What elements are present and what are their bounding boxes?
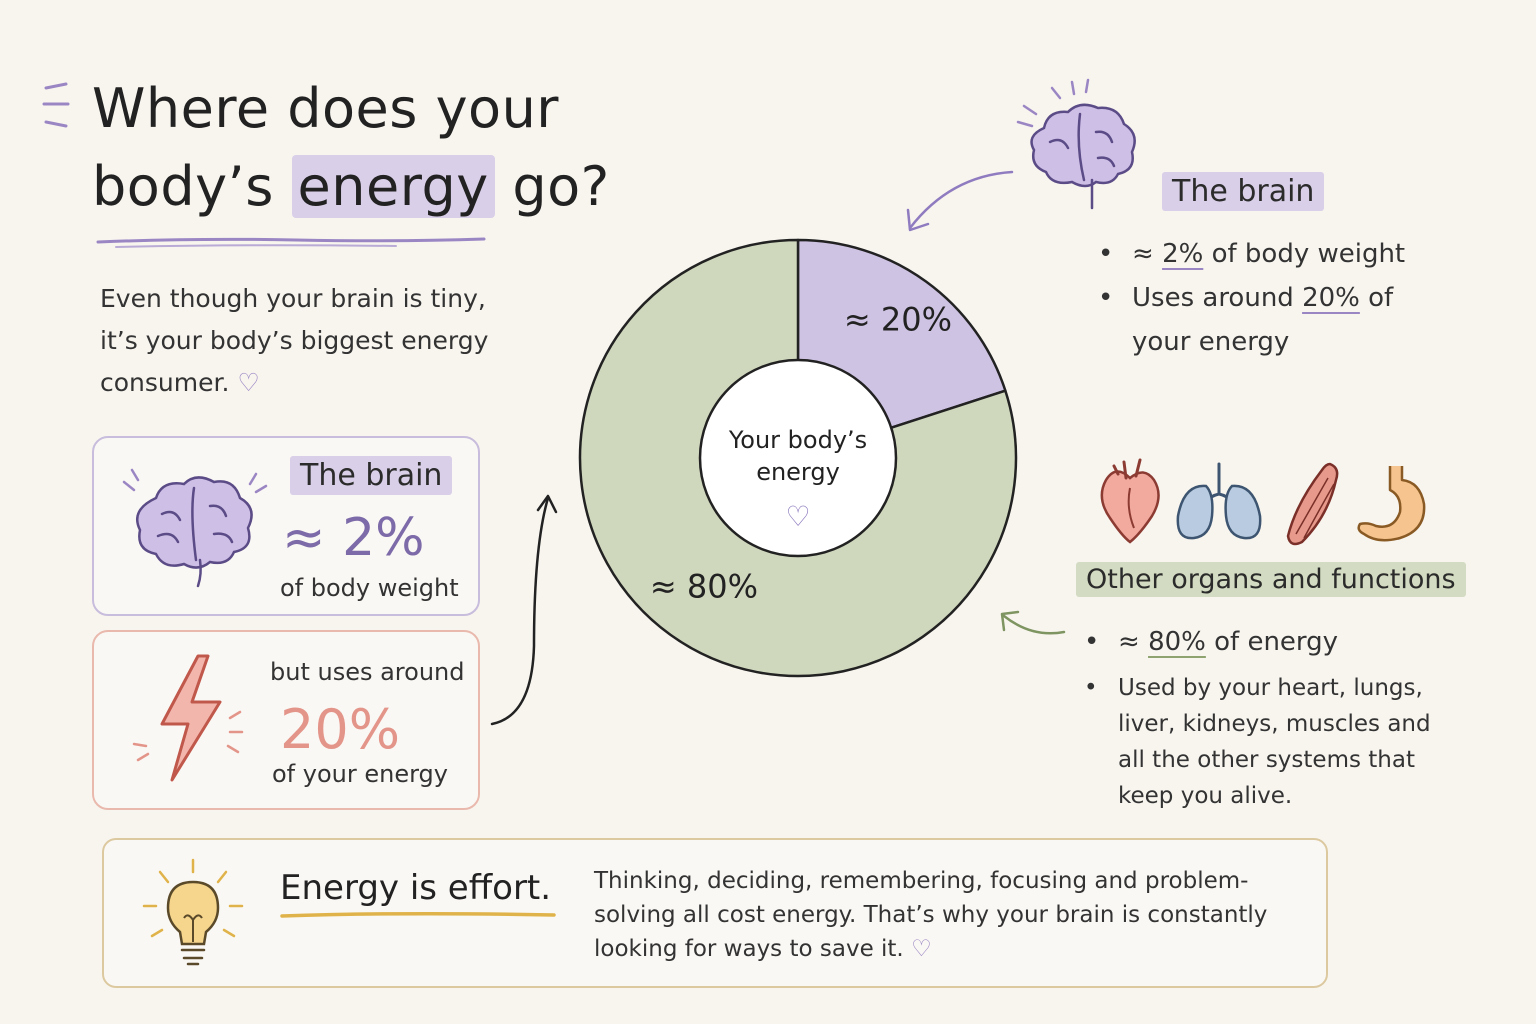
brain-card-value: ≈ 2% — [282, 508, 425, 568]
heart-icon: ♡ — [911, 936, 932, 962]
bullet-prefix: Uses around — [1132, 283, 1294, 313]
right-brain-bullets: ≈ 2% of body weight Uses around 20% of y… — [1098, 232, 1438, 364]
brain-card-subtitle: of body weight — [280, 574, 459, 602]
donut-svg: Your body’s energy ♡ ≈ 20% ≈ 80% — [578, 238, 1018, 678]
lightbulb-icon — [142, 858, 244, 966]
center-label-line1: Your body’s — [728, 426, 867, 454]
energy-card-subtitle: of your energy — [272, 760, 448, 788]
bullet-text: Used by your heart, lungs, liver, kidney… — [1118, 675, 1431, 809]
list-item: Used by your heart, lungs, liver, kidney… — [1084, 670, 1464, 814]
energy-card-value: 20% — [280, 698, 401, 761]
arrow-to-brain-slice — [906, 170, 1014, 232]
brain-icon — [122, 468, 268, 588]
arrow-to-chart — [490, 494, 558, 726]
title-underline — [96, 237, 486, 248]
title-decoration — [42, 82, 70, 128]
bullet-value: 80% — [1148, 627, 1206, 657]
right-brain-title: The brain — [1162, 172, 1325, 211]
energy-card-pretext: but uses around — [270, 658, 465, 686]
heart-icon: ♡ — [237, 368, 260, 397]
footer-heading: Energy is effort. — [280, 868, 552, 908]
footer-paragraph: Thinking, deciding, remembering, focusin… — [594, 868, 1268, 962]
lungs-icon — [1176, 462, 1262, 540]
footer-heading-underline — [280, 911, 556, 918]
lightning-icon — [132, 654, 244, 782]
donut-center-hole — [698, 358, 898, 558]
page-title: Where does your body’s energy go? — [92, 70, 612, 226]
muscle-icon — [1286, 462, 1339, 546]
title-line-1: Where does your — [92, 77, 560, 140]
intro-paragraph: Even though your brain is tiny, it’s you… — [100, 284, 489, 397]
center-heart-icon: ♡ — [785, 500, 810, 533]
brain-icon-small — [1016, 78, 1136, 210]
intro-text: Even though your brain is tiny, it’s you… — [100, 278, 520, 404]
bullet-value: 2% — [1162, 239, 1204, 269]
bullet-prefix: ≈ — [1118, 627, 1140, 657]
bullet-text: of your energy — [1132, 283, 1394, 357]
footer-callout: Energy is effort. Thinking, deciding, re… — [102, 838, 1328, 988]
brain-card-title: The brain — [290, 456, 453, 495]
center-label-line2: energy — [756, 458, 840, 486]
brain-energy-card: but uses around 20% of your energy — [92, 630, 480, 810]
list-item: ≈ 2% of body weight — [1098, 232, 1438, 276]
footer-text: Thinking, deciding, remembering, focusin… — [594, 864, 1284, 966]
title-line-2: body’s energy go? — [92, 148, 612, 226]
bullet-prefix: ≈ — [1132, 239, 1154, 269]
list-item: Uses around 20% of your energy — [1098, 276, 1438, 364]
brain-card-title-tag: The brain — [290, 456, 453, 495]
organs-bullets: ≈ 80% of energy Used by your heart, lung… — [1084, 624, 1464, 814]
brain-weight-card: The brain ≈ 2% of body weight — [92, 436, 480, 616]
heart-icon — [1100, 458, 1160, 544]
slice-label-1: ≈ 80% — [650, 567, 758, 605]
right-brain-title-tag: The brain — [1162, 172, 1325, 211]
bullet-value: 20% — [1302, 283, 1360, 313]
bullet-text: of energy — [1214, 627, 1339, 657]
bullet-text: of body weight — [1211, 239, 1406, 269]
slice-label-0: ≈ 20% — [844, 300, 952, 338]
stomach-icon — [1357, 466, 1426, 542]
energy-donut-chart: Your body’s energy ♡ ≈ 20% ≈ 80% — [578, 218, 1028, 702]
title-word-body: body’s — [92, 155, 274, 218]
organs-title: Other organs and functions — [1076, 562, 1466, 597]
list-item: ≈ 80% of energy — [1084, 624, 1464, 660]
organs-title-tag: Other organs and functions — [1076, 562, 1466, 597]
title-word-go: go? — [512, 155, 610, 218]
arrow-to-body-slice — [1000, 610, 1066, 635]
title-highlight-energy: energy — [291, 155, 495, 218]
